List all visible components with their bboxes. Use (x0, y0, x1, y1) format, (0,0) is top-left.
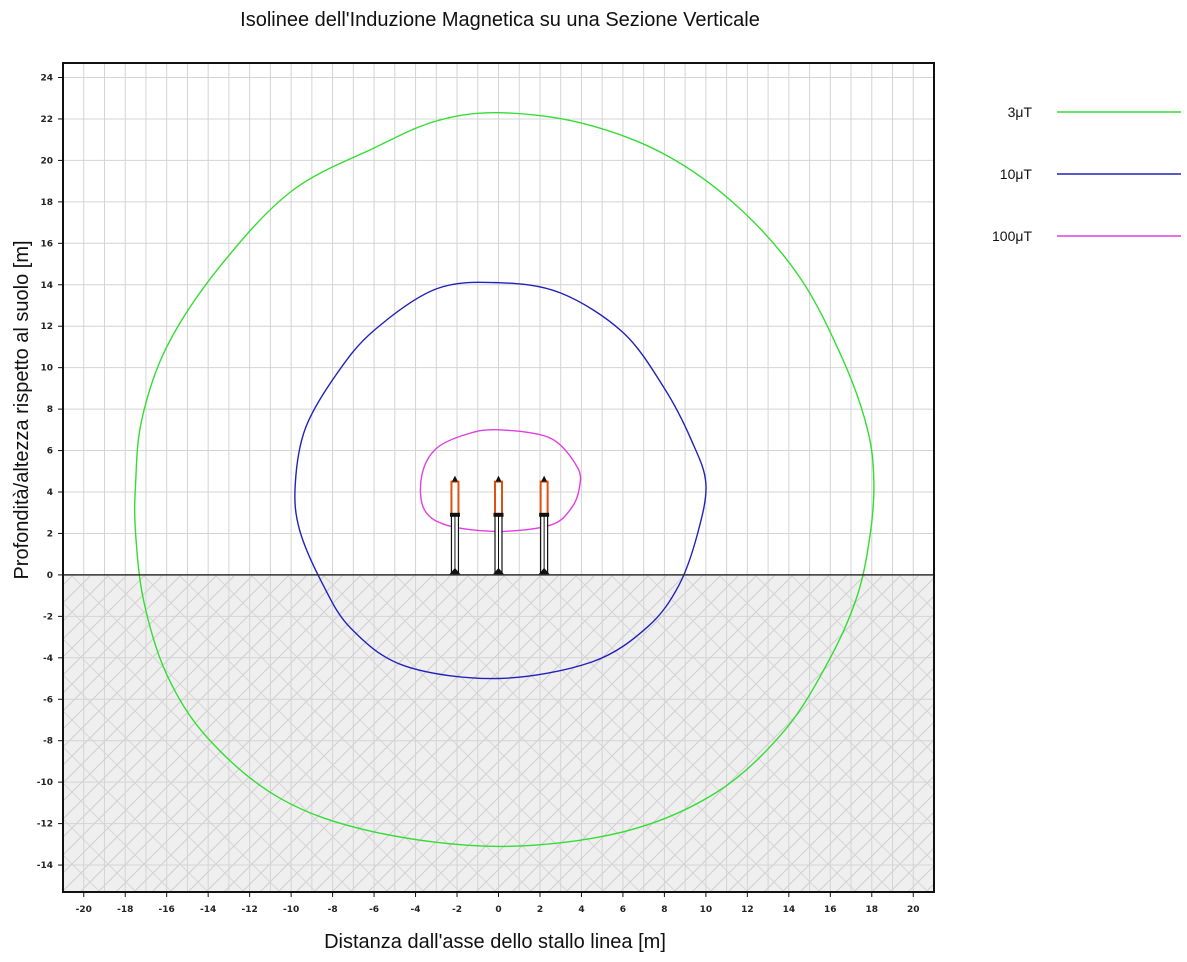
y-tick-label: 4 (47, 488, 53, 498)
isoline-2 (294, 281, 707, 680)
y-tick-label: 14 (40, 281, 53, 291)
x-tick-label: -6 (369, 905, 379, 915)
y-tick-label: -12 (37, 820, 53, 830)
support-base (448, 567, 461, 575)
x-tick-label: -14 (200, 905, 216, 915)
y-tick-label: -4 (43, 654, 53, 664)
conductor-3 (539, 480, 549, 516)
x-tick-label: -8 (328, 905, 338, 915)
x-tick-label: -2 (452, 905, 462, 915)
support-base (492, 567, 505, 575)
x-tick-label: 18 (866, 905, 879, 915)
insulator-band (493, 512, 504, 517)
conductor-tip (495, 475, 502, 482)
x-axis-label: Distanza dall'asse dello stallo linea [m… (324, 931, 666, 953)
grid (62, 63, 935, 892)
y-tick-label: -6 (43, 695, 53, 705)
x-tick-label: -20 (76, 905, 92, 915)
x-tick-label: -4 (411, 905, 421, 915)
conductor-tip (451, 475, 458, 482)
x-tick-label: -18 (117, 905, 133, 915)
x-tick-label: 14 (783, 905, 796, 915)
legend-label-1: 3μT (1008, 104, 1033, 120)
x-axis-ticks: -20 -18 -16 -14 -12 -10 -8 -6 -4 -2 0 2 4 6 8 10 12 14 16 1… (76, 892, 920, 915)
chart-title: Isolinee dell'Induzione Magnetica su una… (240, 9, 760, 31)
conductors (448, 475, 551, 576)
y-tick-label: -10 (37, 778, 53, 788)
conductor-tip (541, 475, 548, 482)
y-tick-label: -2 (43, 612, 53, 622)
x-tick-label: 12 (741, 905, 754, 915)
y-tick-label: 12 (40, 322, 53, 332)
y-tick-label: 6 (47, 447, 53, 457)
x-tick-label: 6 (620, 905, 626, 915)
insulator-band (539, 512, 550, 517)
x-tick-label: 8 (661, 905, 667, 915)
conductor-1 (450, 480, 460, 516)
isoline-1 (133, 111, 875, 848)
y-tick-label: 16 (40, 239, 53, 249)
legend-label-3: 100μT (992, 228, 1032, 244)
support-base (538, 567, 551, 575)
x-tick-label: 10 (700, 905, 713, 915)
x-tick-label: -16 (159, 905, 175, 915)
x-tick-label: 20 (907, 905, 920, 915)
y-tick-label: 0 (47, 571, 53, 581)
y-axis-label: Profondità/altezza rispetto al suolo [m] (11, 240, 33, 579)
y-tick-label: 18 (40, 198, 53, 208)
x-tick-label: 2 (537, 905, 543, 915)
x-tick-label: 16 (824, 905, 837, 915)
y-tick-label: 10 (40, 364, 53, 374)
x-tick-label: -10 (283, 905, 299, 915)
y-tick-label: 22 (40, 115, 53, 125)
x-tick-label: -12 (242, 905, 258, 915)
x-tick-label: 0 (495, 905, 501, 915)
y-tick-label: 2 (47, 529, 53, 539)
y-tick-label: 8 (47, 405, 53, 415)
legend: 3μT 10μT 100μT (992, 104, 1181, 244)
conductor-2 (494, 480, 503, 516)
y-tick-label: -14 (37, 861, 53, 871)
legend-label-2: 10μT (1000, 166, 1033, 182)
insulator-band (449, 512, 460, 517)
y-tick-label: -8 (43, 737, 53, 747)
x-tick-label: 4 (578, 905, 584, 915)
y-tick-label: 24 (40, 74, 53, 84)
y-tick-label: 20 (40, 156, 53, 166)
plot-area (62, 62, 935, 893)
